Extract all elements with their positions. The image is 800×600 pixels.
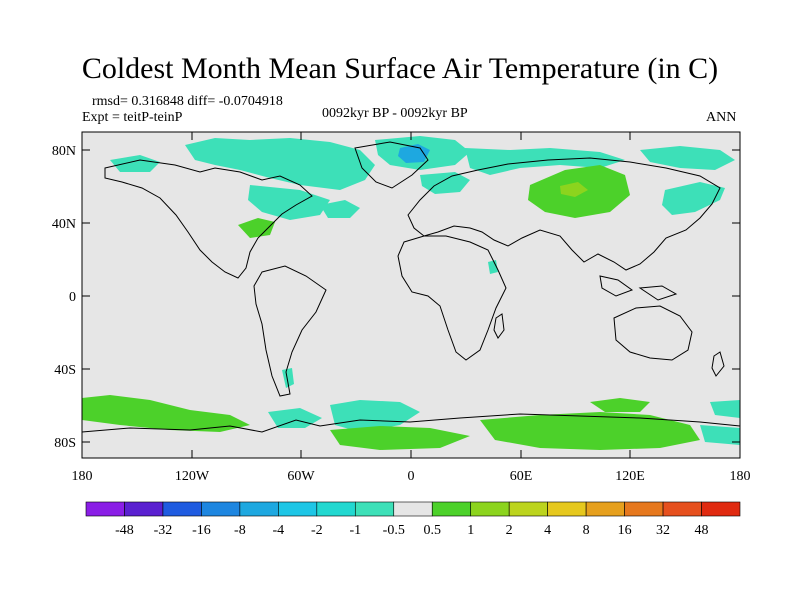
anomaly-patch-antarctica-west [330,426,470,450]
colorbar-swatch [239,501,279,517]
map-title: Coldest Month Mean Surface Air Temperatu… [81,52,719,85]
coastline-antarctica [82,413,740,433]
anomaly-patch-siberia-north [465,148,625,175]
colorbar-swatch [662,501,702,517]
lon-label-180w: 180 [72,469,93,484]
colorbar-swatch [585,501,625,517]
anomaly-patch-southern-ocean-west [82,395,250,432]
lat-label-40n: 40N [52,217,76,232]
coastline-south-america [253,265,327,397]
lat-label-40s: 40S [54,363,76,378]
anomaly-patch-southern-ocean-atlantic [330,400,420,432]
coastline-greenland [354,141,429,189]
colorbar-label: 48 [695,523,709,538]
colorbar-swatch [470,501,510,517]
season-label: ANN [706,110,737,125]
coastline-madagascar [493,313,505,339]
anomaly-patch-central-asia-core [560,182,588,197]
anomaly-patch-alaska [110,155,160,172]
colorbar-swatch [354,501,395,517]
colorbar-label: 8 [583,523,590,538]
colorbar-swatch [85,501,125,517]
colorbar-swatch [547,501,587,517]
lon-label-120e: 120E [615,469,645,484]
anomaly-patch-antarctica-east [480,412,700,450]
colorbar-swatch [624,501,664,517]
colorbar-label: -16 [192,523,211,538]
lon-label-60w: 60W [287,469,315,484]
lat-label-80n: 80N [52,144,76,159]
colorbar-label: -4 [273,523,285,538]
anomaly-patch-us-east [238,218,275,238]
experiment-label: Expt = teitP-teinP [82,110,183,125]
lon-label-120w: 120W [175,469,210,484]
period-label: 0092kyr BP - 0092kyr BP [322,106,468,121]
anomaly-patch-scandinavia [420,172,470,194]
colorbar-swatch [201,501,241,517]
coastline-africa [397,235,507,361]
stats-label: rmsd= 0.316848 diff= -0.0704918 [92,94,283,109]
colorbar-swatch [316,501,356,517]
colorbar-label: -48 [115,523,134,538]
latitude-axis: 80N 40N 0 40S 80S [52,144,740,451]
coastline-eurasia [407,157,721,271]
coastline-maritime-continent [599,275,678,301]
longitude-axis: 180 120W 60W 0 60E 120E 180 [72,132,751,484]
anomaly-patch-southern-ocean-indian [590,398,650,412]
colorbar-label: 16 [618,523,632,538]
colorbar-swatch [701,501,741,517]
coastline-australia [613,305,693,361]
colorbar-label: -32 [154,523,173,538]
colorbar-swatch [431,501,472,517]
anomaly-patch-greenland-core [398,144,430,163]
colorbar-swatch [162,501,202,517]
anomaly-patch-patagonia [282,368,294,388]
colorbar-label: -1 [349,523,361,538]
anomaly-patch-africa-east [488,260,498,274]
coastline-north-america [104,159,313,279]
anomaly-patch-atlantic [320,200,360,218]
colorbar-label: -2 [311,523,323,538]
colorbar-swatch [278,501,318,517]
lon-label-180e: 180 [730,469,751,484]
colorbar-label: 1 [467,523,474,538]
colorbar-label: 0.5 [423,523,441,538]
colorbar-label: -8 [234,523,246,538]
anomaly-patch-pacific-north [640,146,735,170]
lat-label-0: 0 [69,290,76,305]
anomaly-patch-ross-sea [700,425,740,445]
lon-label-0: 0 [408,469,415,484]
lat-label-80s: 80S [54,436,76,451]
coastline-new-zealand [711,351,725,377]
anomaly-patch-east-asia [662,182,725,215]
anomaly-patch-southern-ocean-east [710,400,740,418]
colorbar-label: 2 [506,523,513,538]
colorbar-label: 32 [656,523,670,538]
colorbar-label: -0.5 [383,523,405,538]
coastlines [82,141,740,433]
colorbar-label: 4 [544,523,551,538]
lon-label-60e: 60E [510,469,533,484]
colorbar: -48 -32 -16 -8 -4 -2 -1 -0.5 0.5 1 2 4 8 16 32 48 [85,501,741,538]
colorbar-swatch [124,501,164,517]
anomaly-patch-canada-arctic [185,138,375,190]
colorbar-swatch [508,501,548,517]
colorbar-swatch [393,501,433,517]
